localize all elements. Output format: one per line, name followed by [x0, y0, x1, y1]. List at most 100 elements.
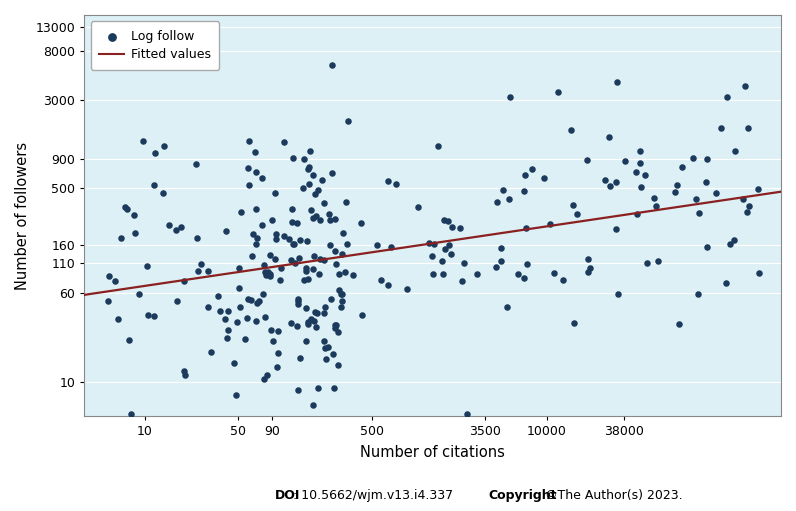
Point [743, 202, 755, 211]
Point [521, 260, 533, 268]
Point [454, 224, 466, 232]
Point [140, 262, 153, 270]
Point [673, 320, 685, 328]
Point [431, 143, 444, 151]
Point [611, 78, 623, 86]
Point [287, 154, 299, 162]
Point [301, 319, 314, 328]
Point [328, 246, 341, 254]
Point [438, 216, 451, 224]
Point [278, 232, 291, 240]
Point [610, 225, 622, 234]
Point [271, 363, 283, 371]
Point [179, 371, 192, 379]
Point [728, 147, 741, 155]
Point [634, 147, 646, 155]
Point [497, 185, 509, 194]
Point [256, 221, 269, 229]
Point [271, 349, 284, 357]
Point [439, 244, 452, 252]
Point [310, 212, 322, 220]
Point [381, 281, 394, 289]
Point [334, 290, 347, 298]
Point [241, 314, 254, 322]
Point [222, 326, 235, 334]
Point [171, 297, 184, 305]
Point [213, 307, 226, 315]
Point [308, 190, 321, 198]
Point [170, 226, 182, 235]
Point [128, 211, 141, 219]
Point [323, 210, 336, 218]
Point [302, 165, 314, 173]
Point [201, 303, 214, 311]
Point [567, 201, 579, 209]
Point [242, 295, 255, 303]
Point [256, 173, 268, 181]
Point [494, 257, 507, 265]
Point [526, 165, 539, 173]
Point [306, 214, 319, 222]
Point [427, 269, 439, 277]
Point [715, 124, 728, 132]
Point [337, 228, 349, 237]
Point [302, 164, 315, 172]
Point [287, 240, 300, 248]
Point [631, 210, 644, 218]
Point [412, 203, 424, 212]
Point [323, 216, 336, 224]
Point [331, 361, 344, 369]
Point [356, 311, 369, 319]
Point [700, 155, 713, 164]
Point [294, 236, 306, 244]
Point [709, 189, 722, 197]
Point [102, 297, 115, 305]
Point [390, 180, 403, 188]
Point [582, 268, 595, 276]
Point [163, 221, 176, 229]
Point [249, 240, 262, 248]
Point [190, 235, 203, 243]
Point [741, 208, 754, 217]
Point [220, 227, 232, 236]
Point [306, 265, 319, 273]
Point [292, 386, 305, 394]
Point [318, 199, 330, 207]
Point [331, 329, 344, 337]
Point [641, 259, 654, 267]
Point [306, 401, 319, 409]
Point [427, 240, 440, 248]
Point [571, 211, 583, 219]
Point [583, 264, 596, 272]
Point [582, 255, 595, 263]
Point [323, 241, 336, 249]
Point [728, 236, 740, 244]
Point [329, 320, 341, 329]
Y-axis label: Number of followers: Number of followers [15, 142, 30, 290]
Point [302, 180, 315, 188]
Text: DOI: DOI [275, 489, 300, 502]
Point [470, 270, 483, 278]
Point [318, 337, 330, 345]
Point [739, 82, 751, 90]
Point [556, 276, 569, 285]
Point [248, 148, 261, 156]
Point [458, 259, 470, 267]
Point [603, 182, 616, 190]
Point [265, 326, 278, 334]
Point [491, 198, 504, 206]
Point [564, 126, 577, 134]
Point [339, 198, 352, 206]
Point [220, 334, 233, 342]
Point [312, 269, 325, 277]
Point [211, 292, 224, 300]
Point [330, 321, 342, 330]
Point [192, 267, 205, 275]
Point [129, 229, 142, 237]
Point [443, 241, 455, 249]
Point [121, 205, 134, 213]
Point [270, 235, 283, 243]
Point [384, 243, 397, 251]
Point [257, 289, 270, 297]
Point [111, 315, 124, 323]
